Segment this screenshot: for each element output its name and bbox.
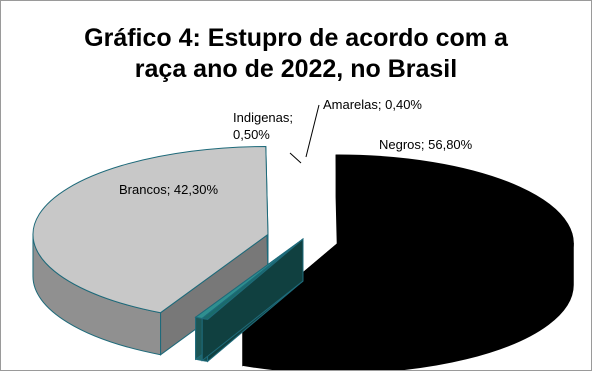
chart-title: Gráfico 4: Estupro de acordo com a raça … — [1, 23, 591, 85]
slice-amarelas — [201, 237, 304, 363]
chart-title-line-2: raça ano de 2022, no Brasil — [134, 55, 458, 83]
leader-line-indigenas — [289, 152, 302, 164]
slice-negros — [241, 154, 574, 370]
slice-top-negros — [241, 154, 574, 332]
leader-line-amarelas — [305, 104, 320, 158]
slice-brancos — [32, 145, 269, 356]
slice-top-brancos — [32, 145, 269, 314]
slice-top-amarelas — [201, 238, 304, 320]
label-indigenas-line-1: Indigenas; — [233, 110, 293, 125]
label-brancos: Brancos; 42,30% — [119, 182, 218, 197]
label-indigenas-line-2: 0,50% — [233, 127, 270, 142]
chart-title-line-1: Gráfico 4: Estupro de acordo com a — [84, 24, 508, 52]
label-negros: Negros; 56,80% — [379, 137, 473, 152]
label-amarelas: Amarelas; 0,40% — [323, 97, 422, 112]
pie-slices — [32, 145, 574, 370]
